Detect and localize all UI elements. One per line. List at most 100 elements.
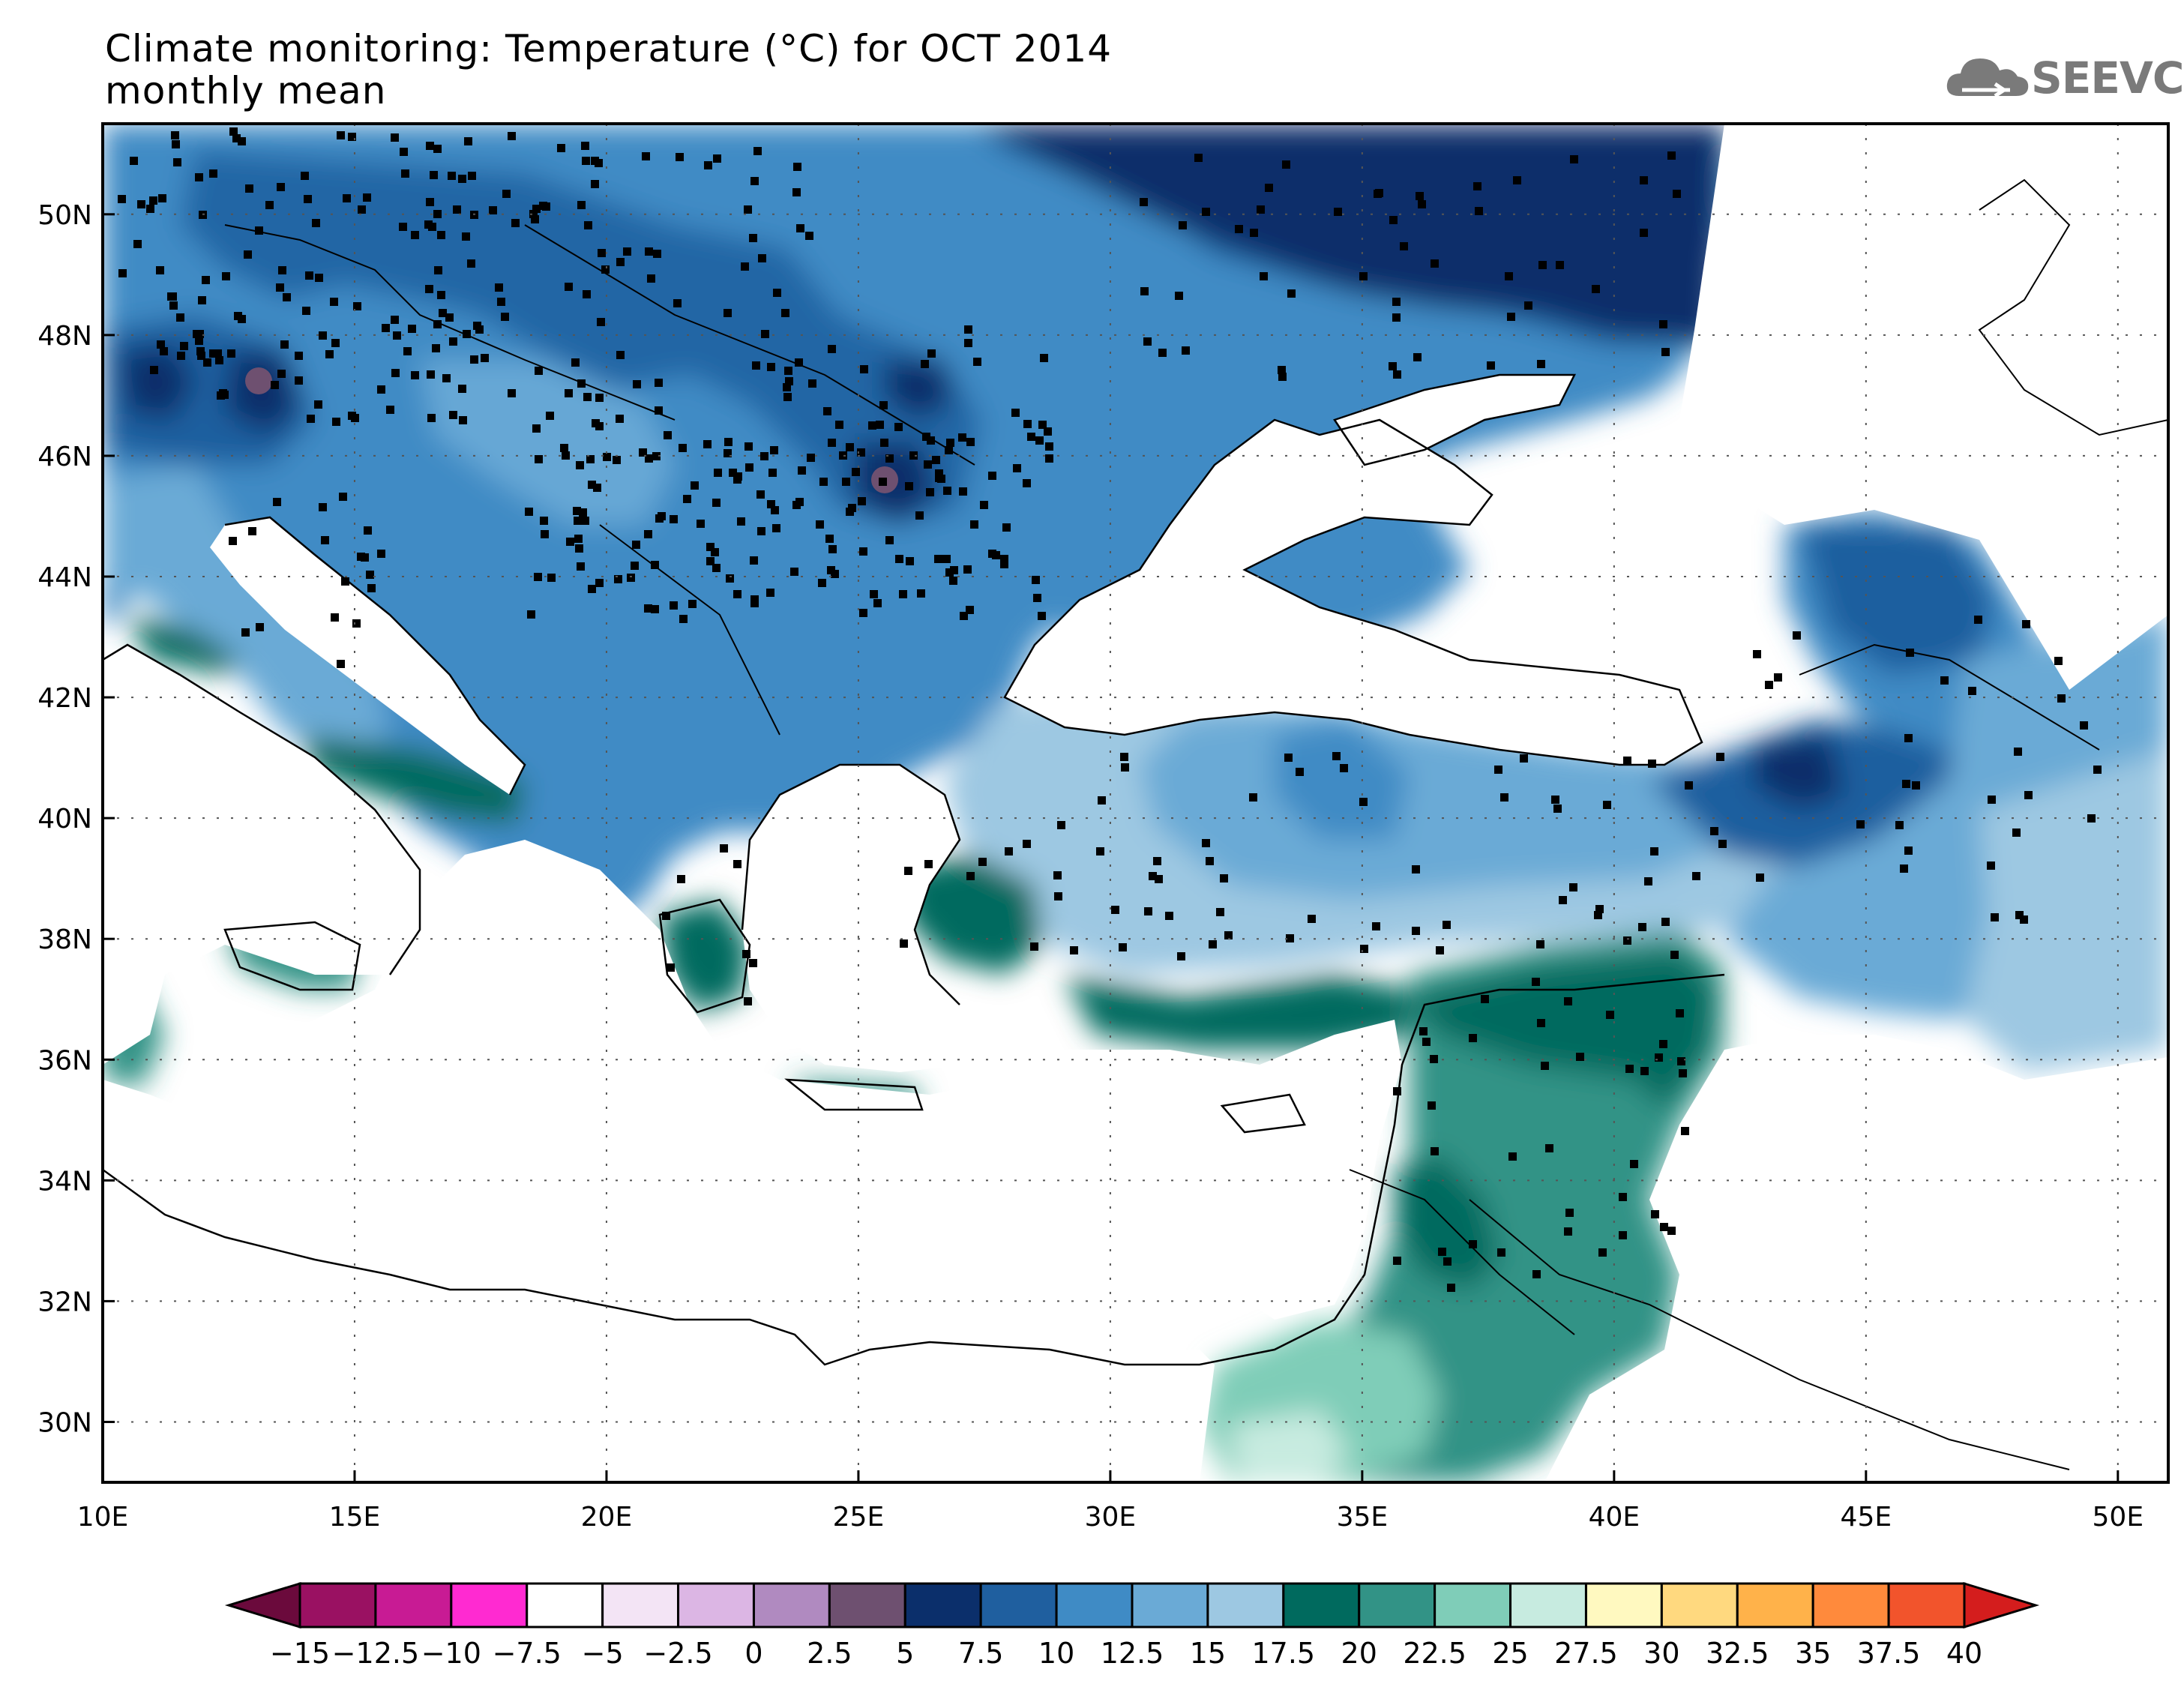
- colorbar-label: 35: [1795, 1637, 1831, 1670]
- station-marker: [319, 503, 327, 511]
- station-marker: [978, 858, 987, 866]
- station-marker: [1576, 1053, 1584, 1061]
- station-marker: [921, 360, 929, 368]
- station-marker: [683, 495, 691, 503]
- station-marker: [1623, 757, 1631, 765]
- station-marker: [880, 439, 888, 447]
- x-tick-label: 15E: [329, 1502, 381, 1533]
- y-tick-label: 46N: [37, 442, 92, 472]
- station-marker: [1054, 892, 1062, 900]
- station-marker: [1640, 1067, 1649, 1075]
- contour-greece-warm: [660, 900, 750, 1012]
- station-marker: [283, 293, 291, 301]
- station-marker: [156, 266, 164, 274]
- station-marker: [742, 950, 750, 958]
- station-marker: [468, 172, 476, 180]
- station-marker: [697, 520, 705, 528]
- station-marker: [1038, 421, 1047, 429]
- station-marker: [726, 574, 734, 583]
- station-marker: [868, 421, 876, 430]
- outside-data-south-east: [1544, 1035, 2168, 1482]
- station-marker: [195, 173, 203, 181]
- station-marker: [793, 163, 801, 171]
- station-marker: [582, 157, 590, 165]
- station-marker: [828, 439, 836, 447]
- station-marker: [676, 153, 684, 161]
- station-marker: [943, 487, 951, 495]
- station-marker: [2012, 829, 2021, 837]
- contour-sinai-pale: [1230, 1410, 1350, 1482]
- station-marker: [325, 350, 334, 358]
- station-marker: [464, 137, 472, 145]
- station-marker: [315, 274, 323, 282]
- station-marker: [1559, 896, 1567, 904]
- station-marker: [1045, 454, 1053, 463]
- contour-anatolia-central: [1275, 720, 1410, 840]
- station-marker: [724, 438, 732, 446]
- colorbar-label: −7.5: [493, 1637, 562, 1670]
- station-marker: [766, 589, 774, 597]
- chart-subtitle: monthly mean: [105, 69, 387, 112]
- station-marker: [1793, 631, 1801, 640]
- station-marker: [202, 276, 210, 284]
- station-marker: [744, 205, 752, 214]
- station-marker: [613, 456, 621, 464]
- station-marker: [1206, 857, 1214, 865]
- station-marker: [1538, 261, 1547, 269]
- station-marker: [651, 561, 659, 569]
- station-marker: [1023, 840, 1031, 848]
- station-marker: [960, 612, 968, 620]
- station-marker: [783, 383, 791, 391]
- station-marker: [574, 535, 583, 543]
- station-marker: [403, 347, 412, 355]
- station-marker: [1537, 360, 1545, 368]
- station-marker: [1005, 847, 1013, 855]
- station-marker: [1038, 612, 1046, 620]
- station-marker: [265, 201, 274, 209]
- station-marker: [750, 177, 759, 185]
- station-marker: [1598, 1248, 1607, 1257]
- station-marker: [532, 205, 541, 213]
- mediterranean-south: [103, 1080, 1215, 1482]
- station-marker: [198, 296, 206, 304]
- station-marker: [688, 600, 697, 608]
- station-marker: [1564, 1227, 1572, 1236]
- station-marker: [1013, 464, 1021, 472]
- station-marker: [229, 127, 238, 136]
- station-marker: [827, 566, 835, 574]
- station-marker: [905, 482, 913, 490]
- station-marker: [756, 490, 765, 499]
- station-marker: [712, 499, 721, 507]
- station-marker: [209, 349, 217, 358]
- station-marker: [1685, 781, 1693, 790]
- station-marker: [2015, 911, 2024, 919]
- station-marker: [1497, 1248, 1505, 1257]
- station-marker: [588, 585, 596, 593]
- station-marker: [795, 498, 804, 506]
- station-marker: [1120, 753, 1128, 761]
- station-marker: [535, 367, 543, 375]
- station-marker: [1119, 943, 1127, 951]
- x-axis: 10E 15E 20E 25E 30E 35E 40E 45E 50E: [77, 1470, 2144, 1533]
- station-marker: [647, 274, 655, 283]
- station-marker: [332, 418, 340, 426]
- station-marker: [879, 478, 887, 486]
- station-marker: [623, 247, 631, 256]
- station-marker: [426, 198, 434, 206]
- station-marker: [1661, 918, 1670, 926]
- station-marker: [271, 381, 279, 389]
- station-marker: [426, 142, 434, 150]
- station-marker: [1035, 436, 1044, 445]
- station-marker: [1393, 1257, 1401, 1265]
- station-marker: [950, 566, 958, 574]
- station-marker: [790, 568, 798, 576]
- station-marker: [391, 369, 400, 377]
- station-marker: [227, 349, 235, 358]
- station-marker: [1765, 681, 1773, 689]
- station-marker: [1565, 1209, 1574, 1217]
- station-marker: [445, 313, 454, 322]
- station-marker: [1716, 753, 1724, 761]
- station-marker: [1673, 190, 1681, 198]
- station-marker: [876, 421, 884, 429]
- station-marker: [348, 133, 356, 141]
